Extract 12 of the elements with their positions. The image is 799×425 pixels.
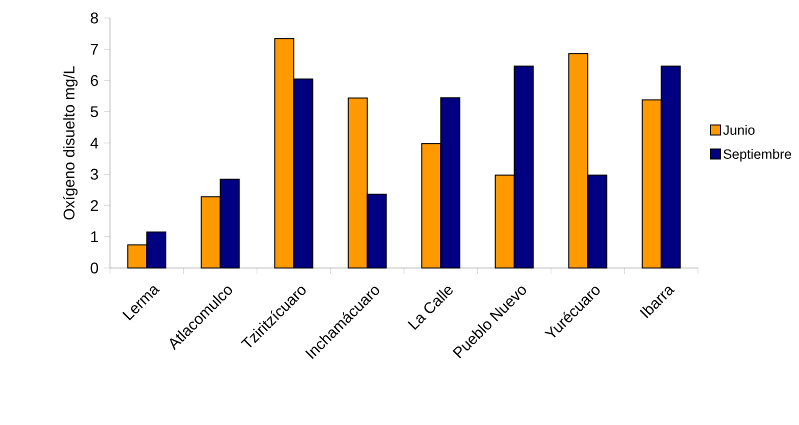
- y-tick-label: 2: [90, 200, 98, 211]
- y-tick-label: 3: [90, 168, 98, 180]
- y-tick-label: 4: [90, 138, 98, 148]
- y-tick-label: 5: [90, 106, 98, 118]
- y-axis-title: Oxígeno disuelto mg/L: [63, 66, 78, 220]
- y-tick-label: 6: [90, 75, 98, 86]
- y-tick-label: 1: [91, 231, 98, 242]
- legend-label: Junio: [723, 124, 755, 135]
- y-tick-label: 0: [90, 262, 98, 274]
- y-tick-label: 7: [90, 44, 98, 55]
- legend-label: Septiembre: [724, 148, 792, 162]
- y-tick-label: 8: [90, 12, 98, 24]
